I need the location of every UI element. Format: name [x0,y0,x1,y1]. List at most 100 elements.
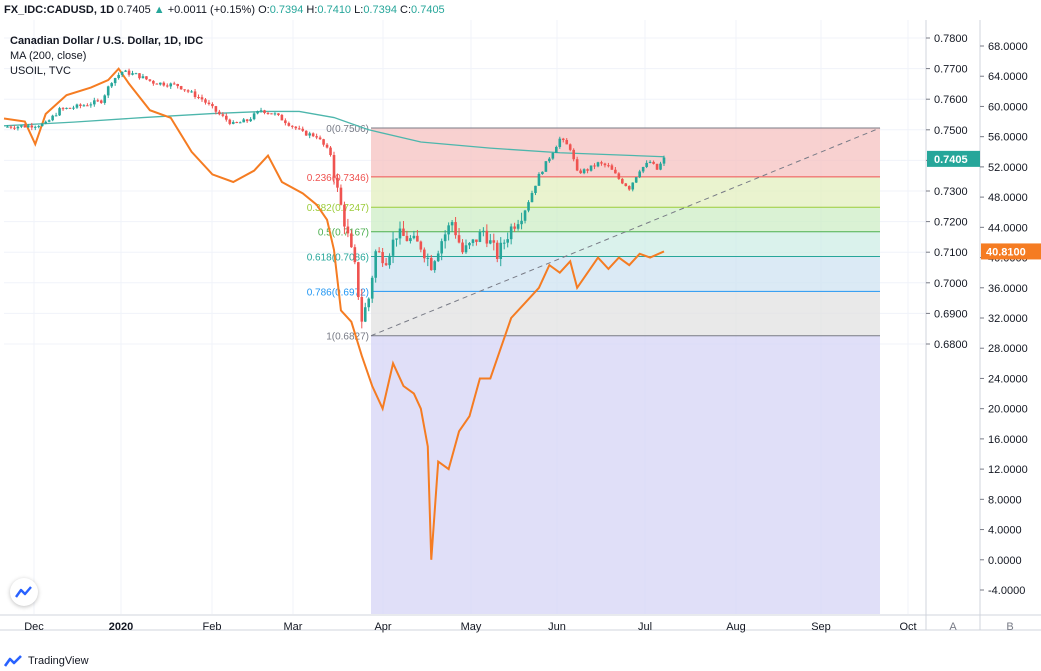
legend-ma[interactable]: MA (200, close) [10,50,87,62]
candle-body [561,138,565,140]
candle-body [471,239,475,243]
current-oil-badge [981,243,1041,260]
oil-tick-label: 32.0000 [988,313,1028,325]
candle-body [86,105,89,107]
price-chart[interactable]: 0(0.7506)0.236(0.7346)0.382(0.7247)0.5(0… [0,20,1041,650]
price-tick-label: 0.7200 [934,217,968,229]
candle-body [16,126,20,129]
candle-body [82,105,86,107]
candle-body [204,99,207,103]
candle-body [291,125,294,127]
oil-tick-label: 52.0000 [988,162,1028,174]
candle-body [447,225,450,235]
candle-body [370,277,374,299]
candle-body [13,127,16,129]
candle-body [117,74,120,79]
candle-body [186,90,190,92]
candle-body [523,210,527,221]
candle-body [548,158,551,162]
candle-body [287,123,291,126]
legend-title: Canadian Dollar / U.S. Dollar, 1D, IDC [10,35,204,47]
candle-body [148,79,152,81]
candle-body [398,228,402,239]
candle-body [436,253,440,262]
candle-body [54,115,58,117]
candle-body [464,245,468,253]
candle-body [110,83,113,87]
candle-body [509,226,513,240]
candle-body [454,222,457,236]
current-price-badge [927,150,980,167]
candle-body [197,97,200,99]
candle-body [551,152,555,159]
tradingview-logo-button[interactable] [10,578,38,606]
candle-body [627,186,631,190]
candle-body [648,161,652,163]
candle-body [165,85,169,87]
high-value: 0.7410 [317,4,352,16]
candle-body [499,242,503,259]
candle-body [200,97,204,100]
candle-body [336,177,339,188]
time-tick-label: Feb [203,621,222,633]
candle-body [416,235,419,242]
ma200-line [3,110,665,158]
candle-body [304,130,308,136]
candle-body [33,126,37,128]
candle-body [631,182,635,190]
candle-body [134,73,138,75]
candle-body [225,115,228,120]
candle-body [325,144,329,148]
candle-body [589,165,593,171]
candle-body [68,107,72,109]
candle-body [600,162,603,164]
candle-body [145,76,148,80]
open-label: O: [258,4,270,16]
candle-body [315,136,318,138]
candle-body [44,121,47,124]
candle-body [582,169,586,174]
candle-body [482,230,485,232]
time-tick-label: Dec [24,621,44,633]
candle-body [652,161,655,164]
candle-body [58,108,61,116]
candle-body [245,119,249,122]
candle-body [152,80,155,84]
auto-scale-button[interactable]: A [949,621,957,633]
candle-body [190,91,193,93]
candle-body [374,251,377,278]
price-tick-label: 0.6900 [934,308,968,320]
candle-body [9,126,13,128]
candle-body [138,73,141,79]
candle-body [527,202,530,211]
fib-trend-line [370,127,881,337]
candle-body [179,86,183,90]
candle-body [558,138,562,147]
legend-overlay[interactable]: USOIL, TVC [10,65,71,77]
candle-body [568,144,572,150]
candle-body [555,146,558,153]
price-tick-label: 0.7600 [934,94,968,106]
candle-body [541,171,544,175]
candle-body [572,149,575,160]
candle-body [218,111,221,115]
fib-zone [371,127,880,177]
candle-body [6,126,9,128]
tradingview-icon [15,586,32,598]
candle-body [402,228,405,236]
log-scale-button[interactable]: B [1006,621,1013,633]
candle-body [273,113,277,115]
candle-body [579,170,582,174]
candle-body [593,165,596,167]
candle-body [534,185,537,194]
candle-body [193,91,197,98]
time-tick-label: Jul [638,621,652,633]
candle-body [461,242,464,253]
candle-body [405,235,409,242]
time-tick-label: Sep [811,621,831,633]
candle-body [249,119,252,122]
candle-body [242,119,245,123]
candle-body [565,139,569,145]
close-value: 0.7405 [411,4,445,16]
oil-tick-label: 60.0000 [988,101,1028,113]
